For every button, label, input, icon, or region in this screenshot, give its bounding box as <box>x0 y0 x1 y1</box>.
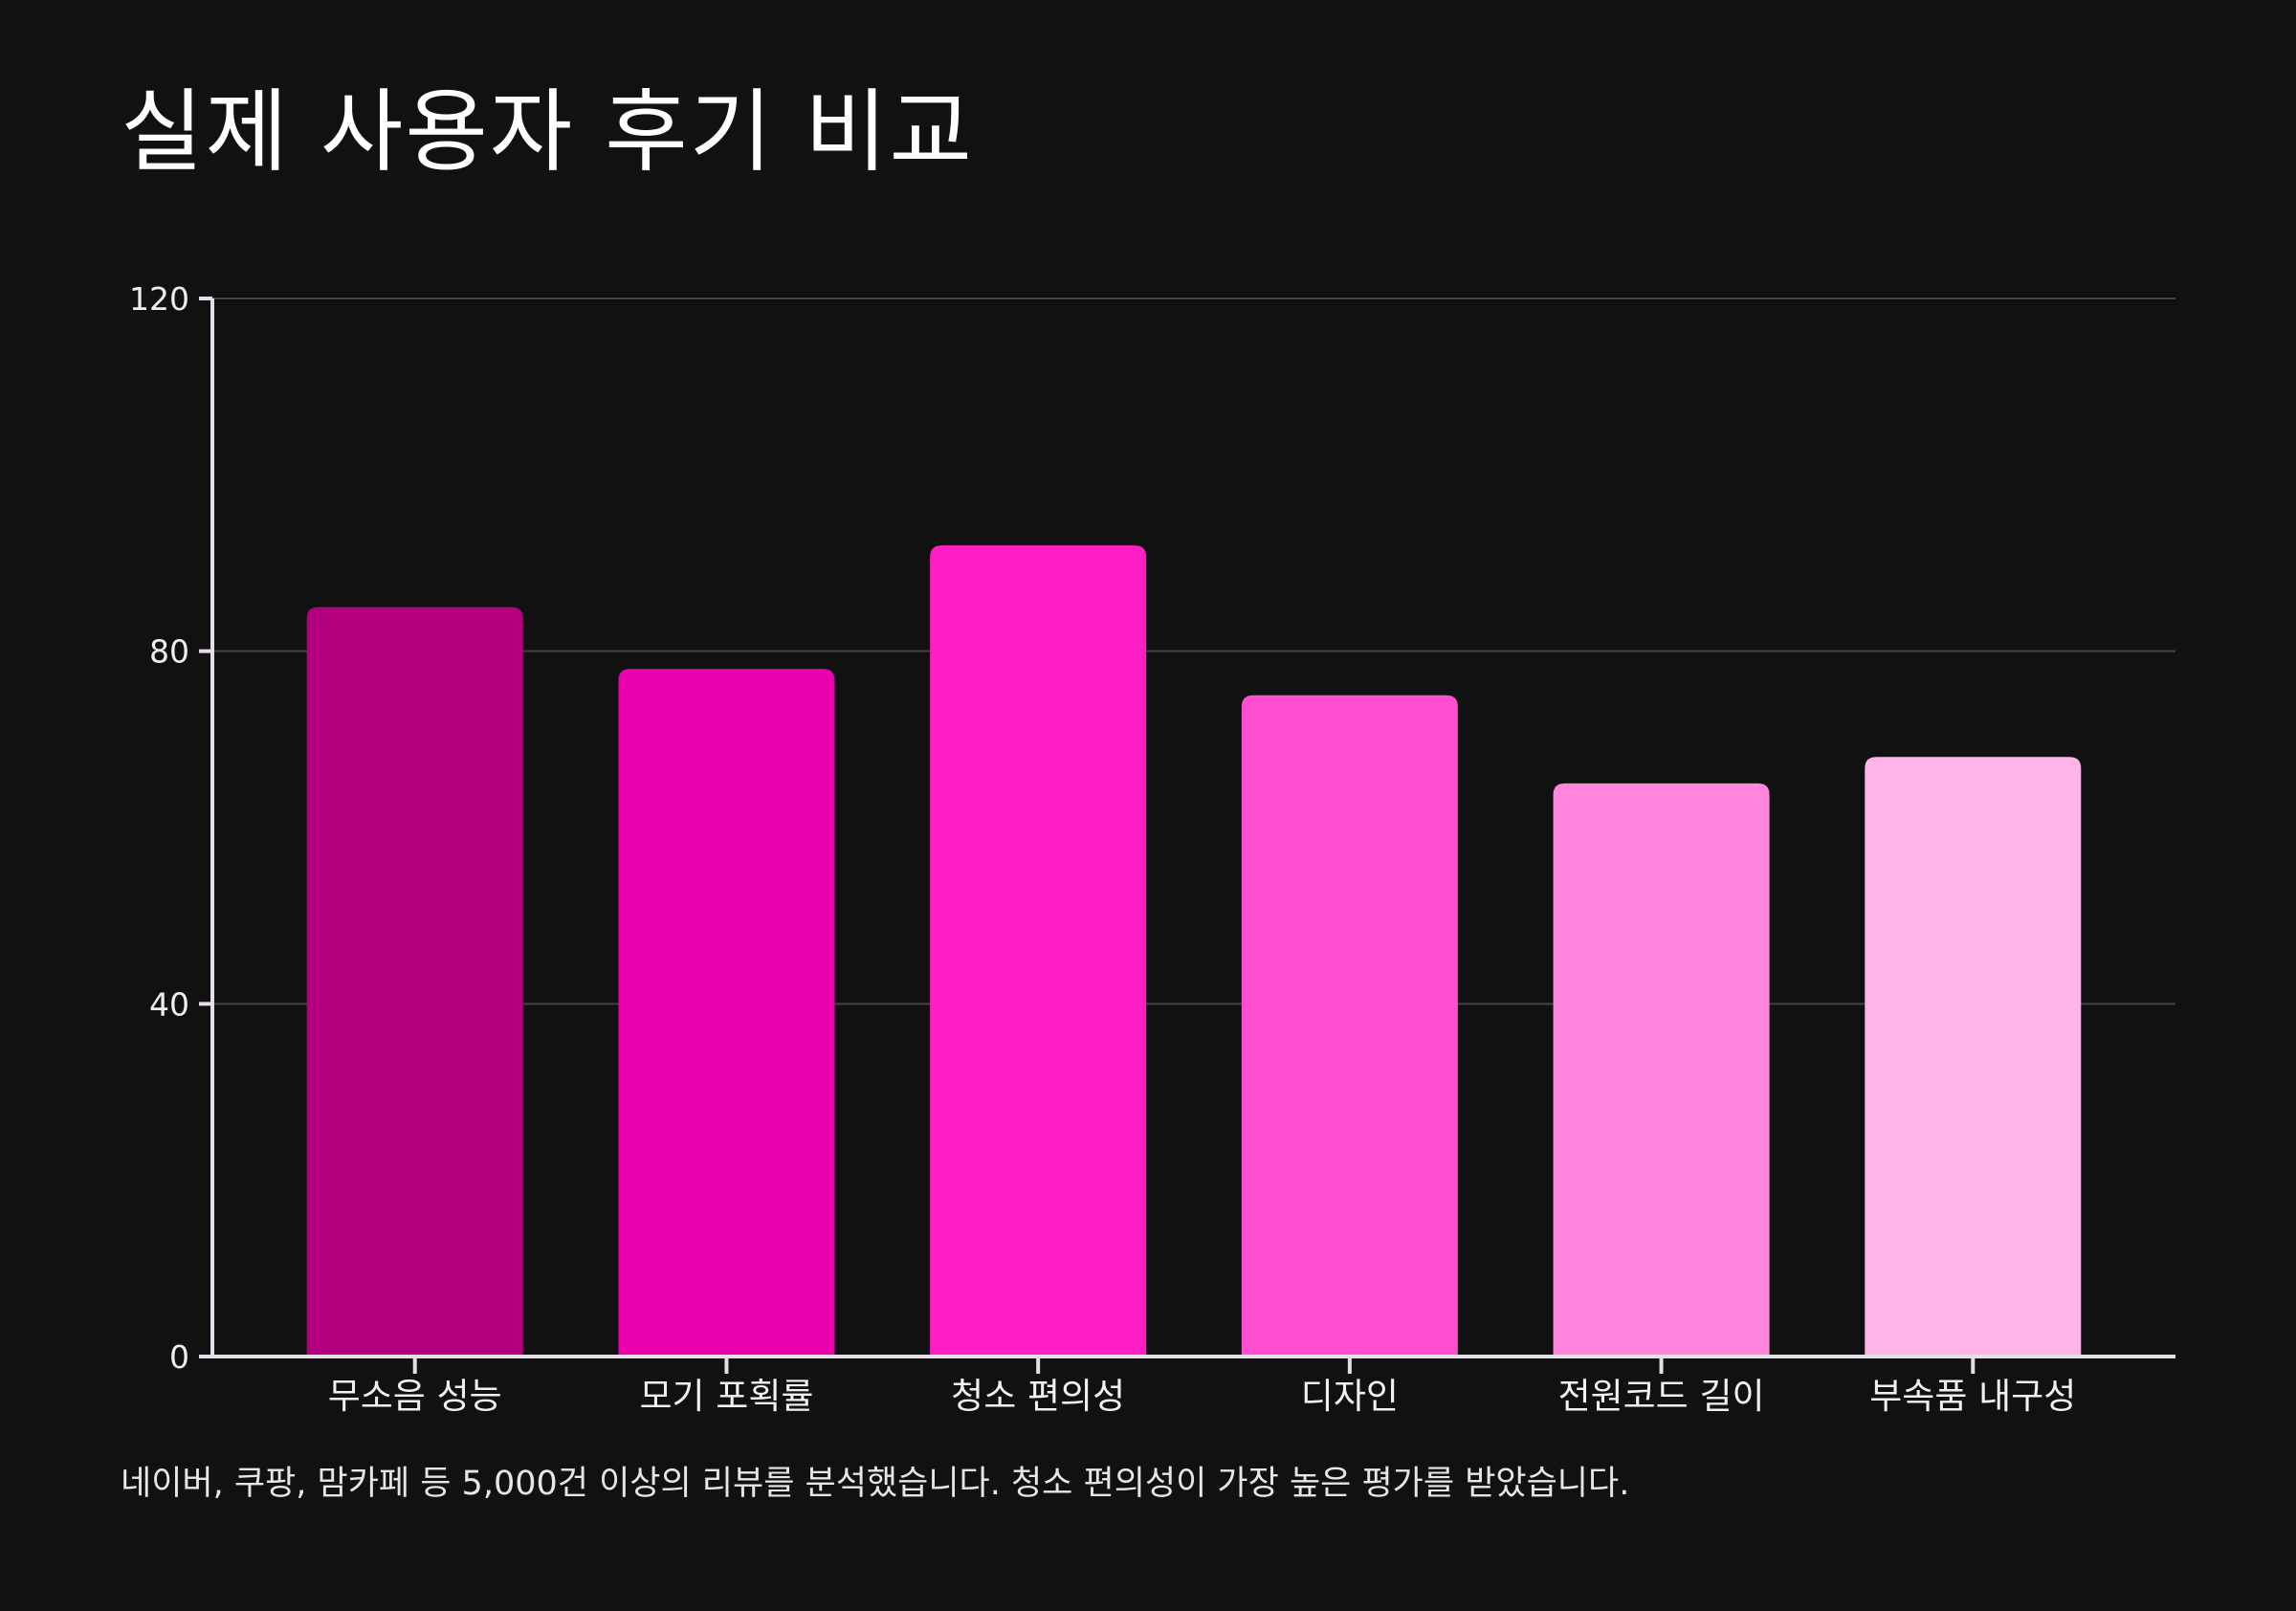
y-tick-label: 120 <box>129 280 189 318</box>
x-tick-label: 디자인 <box>1301 1376 1399 1417</box>
bars <box>306 545 2082 1357</box>
x-axis: 무소음 성능 모기 포획률 청소 편의성 디자인 전원코드 길이 부속품 내구성 <box>210 1355 2175 1417</box>
bar-1 <box>306 607 523 1357</box>
y-axis: 0 40 80 120 <box>129 280 214 1376</box>
bar-6 <box>1865 757 2082 1357</box>
y-tick-label: 80 <box>149 633 189 671</box>
bar-5 <box>1553 783 1770 1357</box>
chart-title: 실제 사용자 후기 비교 <box>121 80 974 185</box>
bar-3 <box>930 545 1147 1357</box>
x-tick-label: 무소음 성능 <box>328 1376 502 1417</box>
x-tick-label: 전원코드 길이 <box>1558 1376 1765 1417</box>
x-tick-label: 청소 편의성 <box>951 1376 1125 1417</box>
bar-2 <box>618 669 835 1357</box>
bar-4 <box>1241 695 1458 1357</box>
chart-caption: 네이버, 쿠팡, 맘카페 등 5,000건 이상의 리뷰를 분석했습니다. 청소… <box>121 1465 1630 1503</box>
x-tick-label: 부속품 내구성 <box>1869 1376 2076 1417</box>
y-tick-label: 0 <box>169 1338 189 1376</box>
y-tick-label: 40 <box>149 985 189 1023</box>
x-tick-label: 모기 포획률 <box>639 1376 813 1417</box>
gridlines <box>212 298 2175 1005</box>
